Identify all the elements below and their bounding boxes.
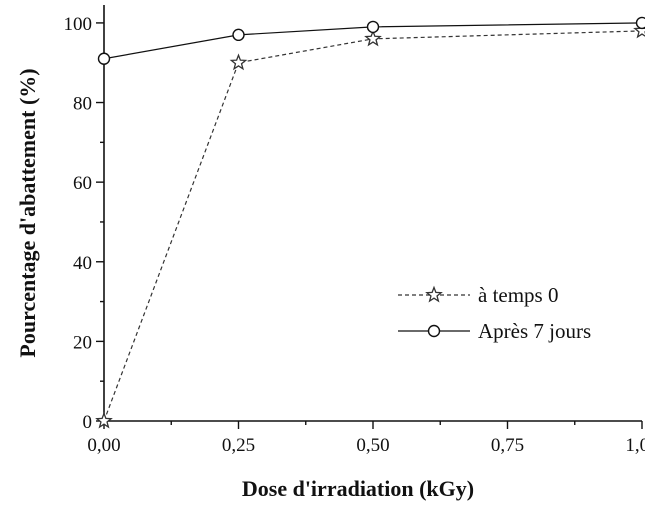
data-point [366, 20, 380, 34]
data-point [97, 52, 111, 65]
y-axis-title: Pourcentage d'abattement (%) [15, 68, 40, 357]
series-1 [95, 21, 645, 429]
legend-marker [427, 324, 441, 338]
y-tick-label: 40 [73, 253, 92, 274]
ticks: 0,00 0,25 0,50 0,75 1,00 0 20 40 60 80 100 [64, 14, 645, 456]
x-tick-label: 0,75 [491, 435, 524, 456]
y-tick-label: 80 [73, 94, 92, 115]
x-axis-title: Dose d'irradiation (kGy) [242, 476, 474, 501]
x-tick-label: 0,50 [356, 435, 389, 456]
data-point [229, 53, 248, 71]
x-tick-label: 0,25 [222, 435, 255, 456]
y-tick-label: 60 [73, 173, 92, 194]
y-tick-label: 100 [64, 14, 93, 35]
legend-label: à temps 0 [478, 283, 558, 307]
legend-marker [425, 285, 443, 303]
series-layer [95, 16, 645, 429]
legend-label: Après 7 jours [478, 319, 591, 343]
data-point [635, 16, 645, 30]
y-tick-label: 20 [73, 332, 92, 353]
x-tick-label: 1,00 [625, 435, 645, 456]
series-line [103, 30, 643, 422]
data-point [95, 411, 113, 429]
legend: à temps 0 Après 7 jours [398, 283, 591, 343]
x-tick-label: 0,00 [87, 435, 120, 456]
series-2 [97, 16, 645, 65]
axes [103, 5, 642, 422]
series-line [103, 22, 643, 60]
data-point [232, 28, 245, 42]
y-tick-label: 0 [83, 412, 93, 433]
data-point [364, 29, 382, 47]
